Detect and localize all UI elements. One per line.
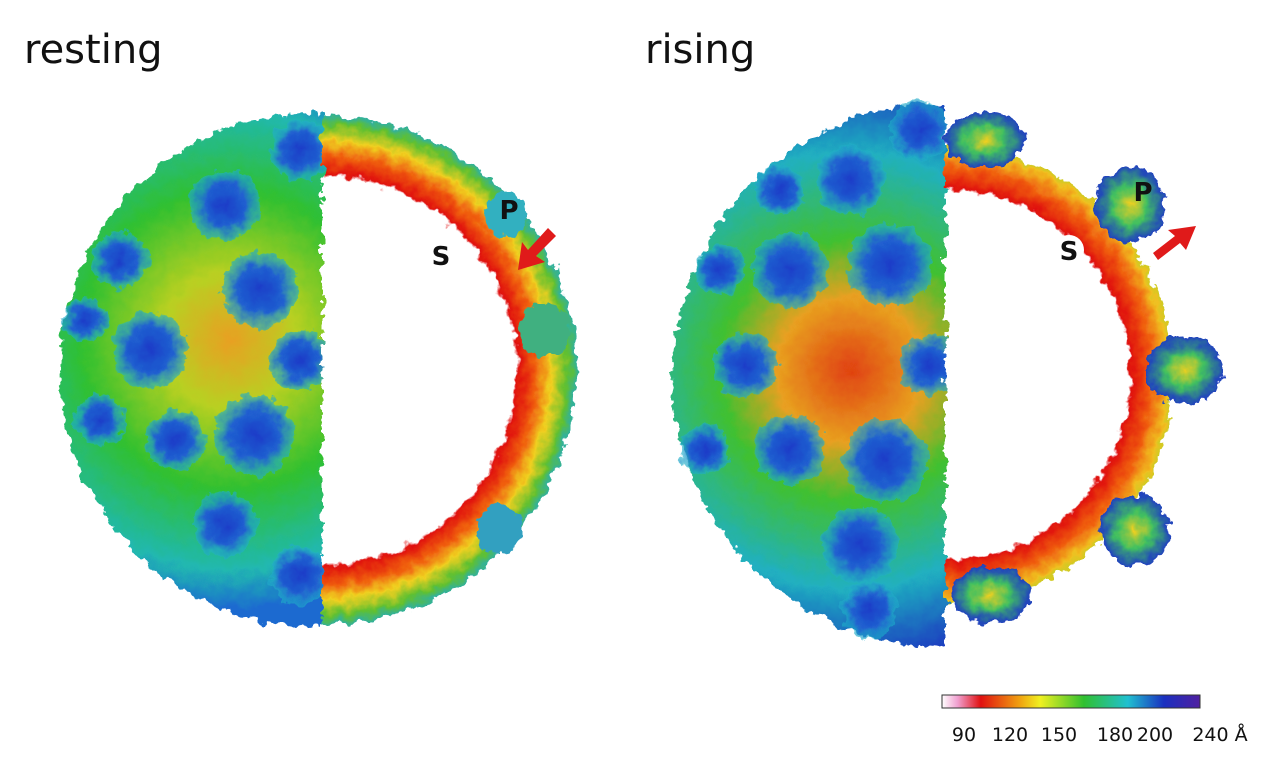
colorbar-tick: 150: [1041, 724, 1077, 746]
marker: S: [1060, 237, 1079, 267]
rising-capsid: [673, 100, 1223, 647]
color-bar: [941, 694, 1201, 709]
arrow: [518, 228, 556, 270]
resting-capsid: [60, 112, 577, 628]
arrow: [1153, 226, 1196, 260]
marker: S: [432, 242, 451, 272]
marker: P: [1133, 178, 1152, 208]
colorbar-tick: 200: [1137, 724, 1173, 746]
colorbar-tick: 120: [992, 724, 1028, 746]
colorbar-tick: 180: [1097, 724, 1133, 746]
panel-label: rising: [645, 27, 755, 73]
marker: P: [499, 196, 518, 226]
colorbar-tick: 240 Å: [1192, 723, 1247, 746]
panel-label: resting: [24, 27, 163, 73]
colorbar-tick: 90: [952, 724, 976, 746]
